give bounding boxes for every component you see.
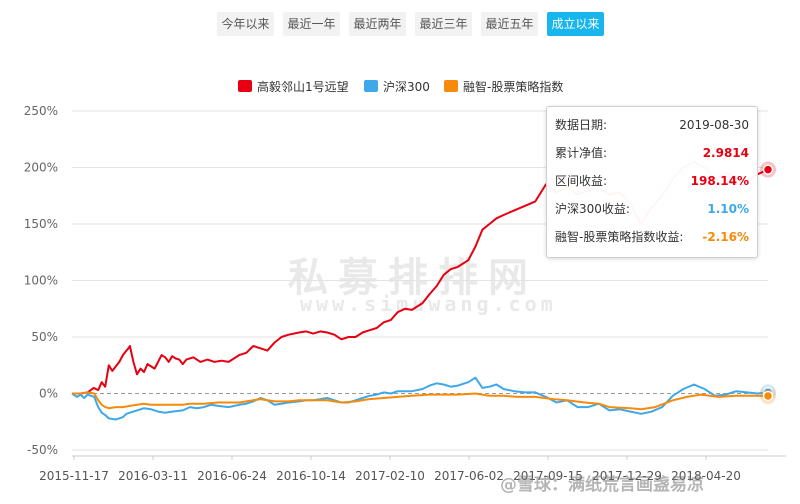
- x-tick-label: 2016-03-11: [118, 469, 188, 483]
- end-marker-fund: [762, 164, 774, 175]
- x-tick-label: 2015-11-17: [39, 469, 109, 483]
- tooltip-return-label: 区间收益:: [555, 174, 608, 188]
- tooltip-hs300-label: 沪深300收益:: [555, 202, 630, 216]
- legend-item-hs300[interactable]: 沪深300: [364, 79, 430, 95]
- tab-2-years[interactable]: 最近两年: [349, 12, 406, 36]
- tab-3-years[interactable]: 最近三年: [415, 12, 472, 36]
- legend-swatch-index: [444, 80, 458, 92]
- tooltip-index-value: -2.16%: [702, 230, 749, 244]
- x-tick-label: 2017-09-15: [513, 469, 583, 483]
- data-tooltip: 数据日期: 2019-08-30 累计净值: 2.9814 区间收益: 198.…: [546, 106, 758, 258]
- legend-label-fund: 高毅邻山1号远望: [257, 80, 349, 94]
- tooltip-date-value: 2019-08-30: [679, 118, 749, 132]
- tooltip-date-label: 数据日期:: [555, 118, 608, 132]
- legend-swatch-fund: [238, 80, 252, 92]
- tab-5-years[interactable]: 最近五年: [481, 12, 538, 36]
- tooltip-nav-value: 2.9814: [702, 146, 749, 160]
- y-tick-label: 250%: [24, 104, 58, 118]
- y-tick-label: 100%: [24, 274, 58, 288]
- x-tick-label: 2016-10-14: [276, 469, 346, 483]
- legend-item-fund[interactable]: 高毅邻山1号远望: [238, 79, 349, 95]
- tooltip-nav-label: 累计净值:: [555, 146, 608, 160]
- x-tick-label: 2018-04-20: [671, 469, 741, 483]
- tooltip-row-nav: 累计净值: 2.9814: [555, 145, 749, 161]
- y-tick-label: -50%: [27, 443, 58, 457]
- x-tick-label: 2017-02-10: [355, 469, 425, 483]
- tab-ytd[interactable]: 今年以来: [217, 12, 274, 36]
- x-tick-label: 2017-06-02: [434, 469, 504, 483]
- watermark-url: www.simuwang.com: [300, 292, 557, 316]
- legend-label-index: 融智-股票策略指数: [463, 80, 564, 94]
- y-tick-label: 50%: [31, 330, 58, 344]
- legend-swatch-hs300: [364, 80, 378, 92]
- tab-1-year[interactable]: 最近一年: [283, 12, 340, 36]
- y-tick-label: 0%: [39, 387, 58, 401]
- x-tick-label: 2016-06-24: [197, 469, 267, 483]
- y-tick-label: 150%: [24, 217, 58, 231]
- tooltip-row-hs300: 沪深300收益: 1.10%: [555, 201, 749, 217]
- chart-legend: 高毅邻山1号远望 沪深300 融智-股票策略指数: [0, 79, 800, 95]
- series-line-index: [72, 391, 769, 411]
- series-line-hs300: [71, 376, 769, 421]
- tooltip-return-value: 198.14%: [690, 174, 749, 188]
- y-tick-label: 200%: [24, 161, 58, 175]
- range-tabs: 今年以来 最近一年 最近两年 最近三年 最近五年 成立以来: [0, 12, 800, 36]
- legend-item-index[interactable]: 融智-股票策略指数: [444, 79, 563, 95]
- tooltip-index-label: 融智-股票策略指数收益:: [555, 230, 684, 244]
- tab-since-inception[interactable]: 成立以来: [547, 12, 604, 36]
- legend-label-hs300: 沪深300: [383, 80, 430, 94]
- tooltip-row-return: 区间收益: 198.14%: [555, 173, 749, 189]
- x-tick-label: 2017-12-29: [592, 469, 662, 483]
- watermark-text: 私募排排网: [288, 255, 538, 301]
- footer-watermark: @雪球：满纸荒言画盏易凉: [500, 475, 704, 495]
- tooltip-row-date: 数据日期: 2019-08-30: [555, 117, 749, 133]
- tooltip-hs300-value: 1.10%: [707, 202, 749, 216]
- end-marker-index: [762, 390, 774, 402]
- tooltip-row-index: 融智-股票策略指数收益: -2.16%: [555, 229, 749, 245]
